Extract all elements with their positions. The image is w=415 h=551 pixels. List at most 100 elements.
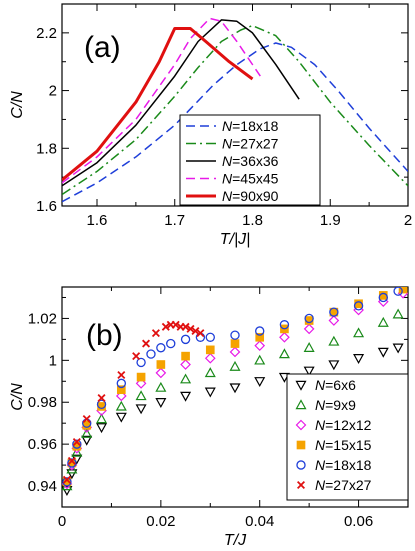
marker-triangle-down bbox=[392, 343, 404, 354]
x-tick-label: 2 bbox=[404, 212, 412, 229]
marker-square bbox=[255, 332, 265, 342]
marker-x-stroke bbox=[62, 475, 71, 484]
marker-triangle-up bbox=[71, 446, 83, 457]
marker-square bbox=[205, 345, 215, 355]
legend-label: N=27x27 bbox=[222, 136, 279, 152]
marker-circle bbox=[156, 343, 166, 353]
marker-x bbox=[161, 322, 170, 331]
legend-label: N=45x45 bbox=[222, 171, 279, 187]
legend-label-variable: N bbox=[315, 457, 326, 473]
legend-box bbox=[179, 114, 321, 206]
legend-entry: N=9x9 bbox=[295, 397, 356, 413]
marker-triangle-down bbox=[155, 398, 167, 408]
marker-square bbox=[116, 385, 126, 394]
y-tick-label: 2.2 bbox=[36, 25, 57, 42]
marker-triangle-up bbox=[115, 400, 127, 411]
marker-triangle-up bbox=[180, 373, 192, 384]
legend-entry: N=27x27 bbox=[186, 136, 279, 152]
legend-entry: N=90x90 bbox=[186, 188, 279, 204]
legend-label: N=6x6 bbox=[315, 377, 356, 393]
marker-x bbox=[117, 370, 126, 380]
marker-x bbox=[171, 320, 180, 329]
panel-b: 0 0.02 0.04 0.06 0.94 0.96 0.98 1 1.02 T/J C/N (b) N… bbox=[9, 286, 409, 549]
marker-x bbox=[186, 324, 195, 333]
marker-circle bbox=[296, 460, 306, 470]
marker-triangle-up bbox=[155, 381, 167, 392]
marker-diamond bbox=[279, 331, 290, 343]
marker-triangle-up bbox=[295, 399, 307, 410]
series-line bbox=[62, 42, 408, 203]
marker-diamond bbox=[135, 378, 147, 389]
legend-box bbox=[286, 373, 409, 501]
marker-triangle-up bbox=[278, 348, 290, 359]
legend-label: N=36x36 bbox=[222, 153, 279, 169]
legend-entry: N=36x36 bbox=[186, 153, 279, 169]
marker-circle bbox=[96, 399, 107, 410]
marker-x-stroke bbox=[296, 480, 306, 490]
legend-entry: N=45x45 bbox=[186, 171, 279, 187]
y-tick-label: 0.96 bbox=[28, 436, 57, 453]
legend-label-size: =15x15 bbox=[325, 437, 372, 453]
marker-triangle-up bbox=[135, 390, 147, 401]
legend-entry: N=18x18 bbox=[296, 457, 372, 473]
marker-diamond bbox=[115, 390, 127, 402]
marker-triangle-down bbox=[115, 412, 127, 423]
marker-triangle-down bbox=[229, 383, 241, 394]
legend-label: N=12x12 bbox=[315, 417, 372, 433]
x-tick-label: 0.06 bbox=[344, 513, 373, 530]
marker-x-stroke bbox=[72, 438, 81, 447]
y-tick-label: 0.94 bbox=[28, 478, 57, 495]
data-layer bbox=[62, 287, 408, 496]
marker-triangle-down bbox=[81, 435, 93, 446]
x-tick-label: 1.8 bbox=[242, 212, 263, 229]
data-layer bbox=[62, 17, 408, 203]
series-line bbox=[62, 27, 254, 182]
y-tick-label: 1.02 bbox=[28, 310, 57, 327]
series-n-18x18 bbox=[62, 287, 403, 487]
marker-triangle-up bbox=[229, 360, 241, 371]
x-axis-label: T/|J| bbox=[220, 231, 251, 248]
legend-entry: N=18x18 bbox=[186, 118, 279, 134]
marker-circle bbox=[205, 332, 215, 342]
marker-x bbox=[151, 329, 160, 338]
marker-x-stroke bbox=[191, 326, 200, 336]
marker-triangle-up bbox=[96, 413, 108, 424]
marker-x bbox=[67, 456, 76, 465]
y-tick-label: 1.6 bbox=[36, 198, 57, 215]
marker-circle bbox=[393, 287, 403, 296]
marker-triangle-up bbox=[303, 342, 315, 352]
marker-x bbox=[82, 414, 91, 424]
marker-x bbox=[62, 475, 71, 484]
marker-diamond bbox=[229, 346, 241, 358]
marker-diamond bbox=[254, 340, 266, 352]
legend-label: N=18x18 bbox=[315, 457, 372, 473]
legend-label-variable: N bbox=[222, 136, 233, 152]
series-n-45x45 bbox=[62, 17, 261, 184]
marker-x-stroke bbox=[142, 339, 151, 348]
marker-triangle-down bbox=[353, 354, 365, 364]
legend-label: N=15x15 bbox=[315, 437, 372, 453]
marker-diamond bbox=[180, 359, 191, 370]
marker-x bbox=[196, 329, 205, 338]
marker-triangle-down bbox=[62, 486, 73, 496]
marker-circle bbox=[353, 301, 364, 311]
legend-label-size: =9x9 bbox=[325, 397, 356, 413]
marker-triangle-down bbox=[204, 387, 216, 398]
y-tick-label: 1 bbox=[49, 352, 57, 369]
legend-label: N=90x90 bbox=[222, 188, 279, 204]
legend-label-size: =18x18 bbox=[232, 118, 279, 134]
plot-frame bbox=[61, 3, 409, 207]
marker-diamond bbox=[295, 419, 307, 431]
legend-entry: N=12x12 bbox=[295, 417, 372, 433]
marker-square bbox=[296, 440, 306, 450]
legend-label-size: =45x45 bbox=[232, 171, 279, 187]
marker-diamond bbox=[303, 323, 315, 335]
marker-circle bbox=[304, 313, 314, 324]
series-n-9x9 bbox=[62, 308, 404, 491]
marker-triangle-down bbox=[295, 380, 307, 391]
y-axis-label: C/N bbox=[9, 383, 26, 411]
legend-label-variable: N bbox=[222, 153, 233, 169]
x-axis-label: T/J bbox=[224, 532, 247, 549]
